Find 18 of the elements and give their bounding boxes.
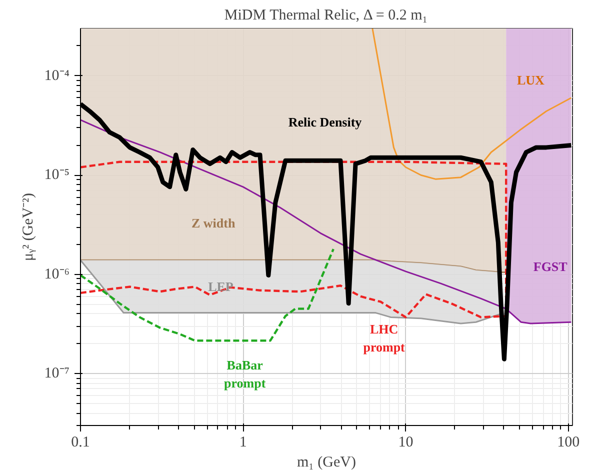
x-tick-label: 1 bbox=[239, 434, 247, 450]
annotation: Z width bbox=[191, 216, 236, 231]
annotation: BaBar prompt bbox=[224, 357, 266, 390]
y-tick-label: 10⁻⁷ bbox=[44, 366, 70, 382]
y-axis-title: μᵧ² (GeV⁻²) bbox=[20, 192, 36, 262]
x-tick-label: 0.1 bbox=[71, 434, 90, 450]
annotation: LHC prompt bbox=[363, 322, 406, 355]
annotation: FGST bbox=[533, 259, 568, 274]
x-tick-label: 100 bbox=[557, 434, 580, 450]
y-tick-label: 10⁻⁴ bbox=[44, 68, 70, 84]
y-tick-label: 10⁻⁶ bbox=[44, 266, 70, 282]
x-axis-title: m₁ (GeV) bbox=[297, 454, 356, 470]
y-tick-label: 10⁻⁵ bbox=[44, 167, 70, 184]
x-tick-label: 10 bbox=[398, 434, 414, 450]
chart-title: MiDM Thermal Relic, Δ = 0.2 m₁ bbox=[224, 8, 428, 24]
annotation: LUX bbox=[516, 72, 546, 88]
annotation: LEP bbox=[208, 279, 234, 294]
annotation: Relic Density bbox=[288, 114, 362, 130]
